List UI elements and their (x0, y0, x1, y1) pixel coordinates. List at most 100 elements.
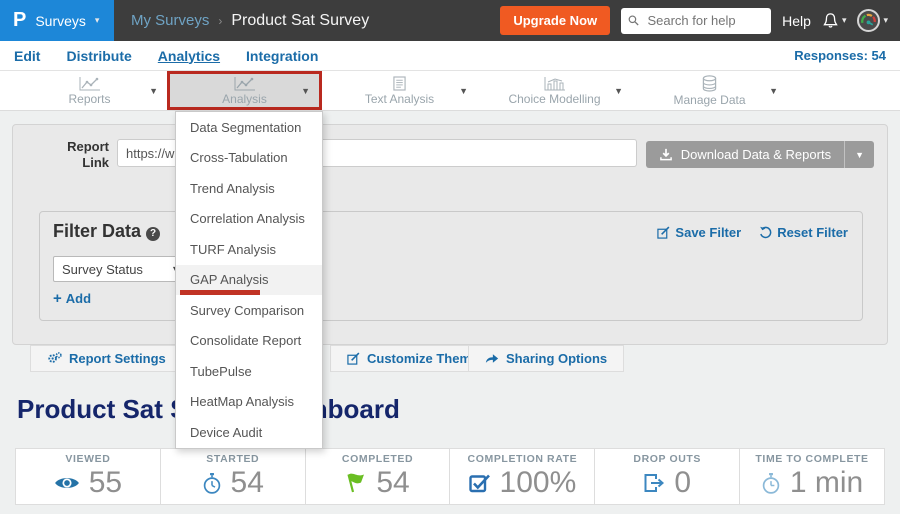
survey-stats-bar: VIEWED 55 STARTED 54 COMPLETED 54 COMPLE… (15, 448, 885, 505)
help-search[interactable] (621, 7, 772, 34)
menu-item-cross-tabulation[interactable]: Cross-Tabulation (190, 150, 288, 166)
stat-time-to-complete-label: TIME TO COMPLETE (755, 453, 869, 465)
report-panel: Report Link Download Data & Reports ▼ Fi… (12, 124, 888, 345)
chevron-down-icon[interactable]: ▼ (301, 85, 310, 96)
responses-count: Responses: 54 (794, 48, 886, 63)
stat-completed-value: 54 (376, 466, 410, 499)
download-options-caret[interactable]: ▼ (844, 141, 874, 168)
save-filter-link[interactable]: Save Filter (657, 225, 741, 240)
stat-completed-label: COMPLETED (341, 453, 414, 465)
menu-item-heatmap-analysis[interactable]: HeatMap Analysis (190, 394, 295, 410)
nav-edit[interactable]: Edit (14, 47, 41, 64)
database-icon (702, 74, 717, 92)
report-link-label: Report Link (67, 139, 109, 170)
bar-chart-icon (544, 76, 565, 90)
chevron-down-icon[interactable]: ▼ (769, 85, 778, 96)
nav-distribute[interactable]: Distribute (66, 47, 132, 64)
tab-sharing-options[interactable]: Sharing Options (468, 345, 625, 372)
toolbar-reports[interactable]: Reports ▼ (12, 71, 167, 110)
stat-completion-rate: COMPLETION RATE 100% (450, 449, 596, 504)
stat-completion-rate-label: COMPLETION RATE (467, 453, 578, 465)
menu-item-gap-analysis-label: GAP Analysis (190, 272, 269, 288)
stat-viewed-label: VIEWED (65, 453, 111, 465)
stat-started-label: STARTED (206, 453, 260, 465)
checkbox-icon (468, 474, 490, 493)
menu-item-gap-analysis[interactable]: GAP Analysis (176, 264, 322, 295)
breadcrumb-my-surveys[interactable]: My Surveys (131, 12, 210, 29)
exit-arrow-icon (644, 474, 665, 492)
menu-item-device-audit[interactable]: Device Audit (190, 424, 263, 440)
line-chart-icon (234, 76, 255, 90)
share-arrow-icon (485, 354, 499, 363)
toolbar-analysis-label: Analysis (222, 91, 267, 106)
help-circle-icon[interactable]: ? (146, 226, 161, 241)
add-filter-link[interactable]: + Add (53, 290, 92, 307)
analysis-dropdown-menu: Data Segmentation Cross-Tabulation Trend… (175, 111, 323, 449)
download-icon (659, 148, 672, 161)
account-menu[interactable]: ▾ (857, 9, 888, 32)
line-chart-icon (79, 76, 100, 90)
filter-actions: Save Filter Reset Filter (657, 225, 848, 240)
toolbar-choice-modelling-label: Choice Modelling (508, 91, 601, 106)
plus-icon: + (53, 290, 62, 307)
topbar-right-cluster: Upgrade Now Help ▾ ▾ (500, 6, 900, 35)
surveys-menu-label: Surveys (35, 12, 86, 29)
help-link[interactable]: Help (782, 12, 811, 29)
tab-report-settings[interactable]: Report Settings (30, 345, 183, 372)
reset-filter-link[interactable]: Reset Filter (759, 225, 848, 240)
notifications-menu[interactable]: ▾ (822, 12, 847, 29)
top-bar: P Surveys ▾ My Surveys › Product Sat Sur… (0, 0, 900, 41)
nav-analytics[interactable]: Analytics (157, 47, 221, 64)
chevron-down-icon: ▾ (841, 15, 847, 25)
chevron-down-icon[interactable]: ▼ (614, 85, 623, 96)
avatar (857, 9, 881, 32)
download-data-reports-button[interactable]: Download Data & Reports (645, 141, 845, 168)
chevron-down-icon[interactable]: ▼ (149, 85, 158, 96)
menu-item-survey-comparison[interactable]: Survey Comparison (190, 302, 305, 318)
toolbar-reports-label: Reports (68, 91, 111, 106)
menu-item-trend-analysis[interactable]: Trend Analysis (190, 180, 275, 196)
breadcrumb-separator-icon: › (218, 13, 223, 28)
chevron-down-icon: ▾ (883, 15, 888, 25)
toolbar-manage-data[interactable]: Manage Data ▼ (632, 71, 787, 110)
nav-integration[interactable]: Integration (246, 47, 319, 64)
filter-data-title: Filter Data ? (53, 221, 161, 242)
search-icon (628, 15, 639, 26)
document-icon (393, 75, 406, 91)
menu-item-consolidate-report[interactable]: Consolidate Report (190, 333, 302, 349)
edit-pencil-icon (347, 352, 360, 365)
survey-nav: Edit Distribute Analytics Integration Re… (0, 41, 900, 71)
stat-started-value: 54 (230, 466, 264, 499)
upgrade-now-button[interactable]: Upgrade Now (500, 6, 611, 35)
toolbar-analysis[interactable]: Analysis ▼ (167, 71, 322, 110)
stat-completed: COMPLETED 54 (306, 449, 451, 504)
stat-drop-outs: DROP OUTS 0 (595, 449, 741, 504)
menu-item-correlation-analysis[interactable]: Correlation Analysis (190, 211, 305, 227)
toolbar-manage-data-label: Manage Data (673, 92, 746, 107)
breadcrumb-current-survey: Product Sat Survey (231, 11, 370, 29)
menu-item-turf-analysis[interactable]: TURF Analysis (190, 241, 276, 257)
flag-icon (347, 473, 365, 493)
tab-customize-theme[interactable]: Customize Theme (330, 345, 496, 372)
gauge-icon (861, 13, 877, 26)
analytics-toolbar: Reports ▼ Analysis ▼ Text Analysis ▼ Cho… (0, 71, 900, 111)
timer-icon (762, 472, 780, 494)
filter-data-section: Filter Data ? Save Filter Reset Filter S… (39, 211, 863, 321)
stat-drop-outs-value: 0 (674, 466, 692, 499)
annotation-red-underline (180, 289, 260, 295)
stat-drop-outs-label: DROP OUTS (633, 453, 702, 465)
menu-item-tubepulse[interactable]: TubePulse (190, 363, 252, 379)
gears-icon (48, 352, 62, 363)
breadcrumb: My Surveys › Product Sat Survey (131, 12, 369, 30)
download-split-button: Download Data & Reports ▼ (645, 141, 874, 168)
surveys-product-menu[interactable]: P Surveys ▾ (0, 0, 114, 41)
toolbar-text-analysis[interactable]: Text Analysis ▼ (322, 71, 477, 110)
menu-item-data-segmentation[interactable]: Data Segmentation (190, 119, 302, 135)
search-input[interactable] (645, 12, 765, 29)
toolbar-choice-modelling[interactable]: Choice Modelling ▼ (477, 71, 632, 110)
chevron-down-icon[interactable]: ▼ (459, 85, 468, 96)
bell-icon (823, 13, 838, 28)
stat-time-to-complete-value: 1 min (789, 466, 864, 499)
survey-status-dropdown[interactable]: Survey Status ▼ (53, 256, 189, 282)
tab-sharing-options-label: Sharing Options (506, 351, 608, 366)
